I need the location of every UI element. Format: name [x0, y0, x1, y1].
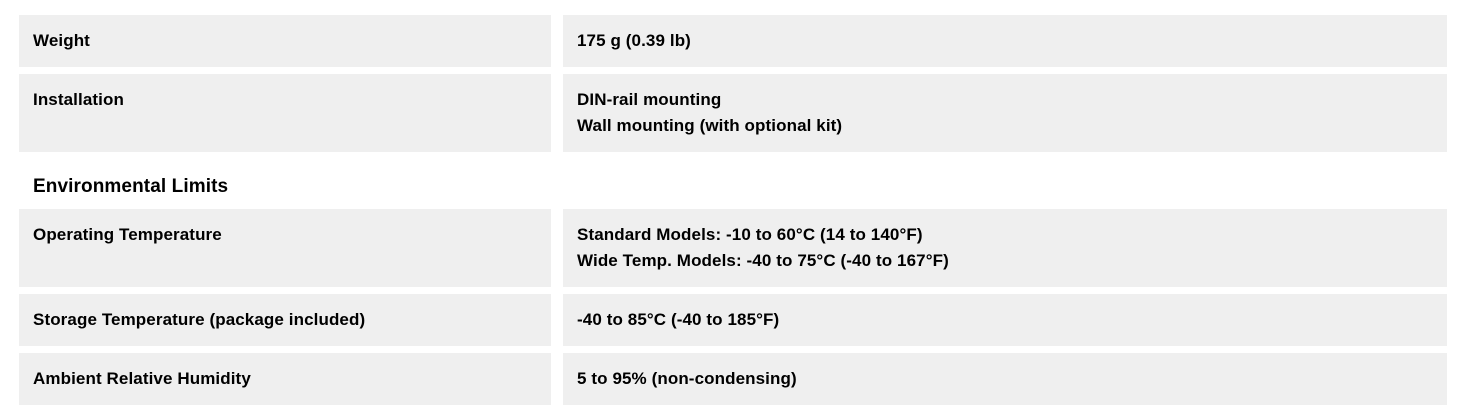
- spec-label-operating-temperature: Operating Temperature: [19, 209, 551, 287]
- table-row: Installation DIN-rail mounting Wall moun…: [19, 74, 1447, 152]
- spec-value-text: Wide Temp. Models: -40 to 75°C (-40 to 1…: [577, 251, 949, 270]
- spec-value-text: DIN-rail mounting: [577, 90, 722, 109]
- spec-value-text: Standard Models: -10 to 60°C (14 to 140°…: [577, 225, 923, 244]
- spec-label-text: Storage Temperature (package included): [33, 310, 366, 329]
- spec-value-storage-temperature: -40 to 85°C (-40 to 185°F): [563, 294, 1447, 346]
- spec-section-physical: Weight 175 g (0.39 lb) Installation DIN-…: [19, 15, 1447, 152]
- table-row: Ambient Relative Humidity 5 to 95% (non-…: [19, 353, 1447, 405]
- spec-value-text: Wall mounting (with optional kit): [577, 116, 843, 135]
- spec-label-storage-temperature: Storage Temperature (package included): [19, 294, 551, 346]
- spec-value-installation: DIN-rail mounting Wall mounting (with op…: [563, 74, 1447, 152]
- spec-value-operating-temperature: Standard Models: -10 to 60°C (14 to 140°…: [563, 209, 1447, 287]
- spec-section-environmental: Operating Temperature Standard Models: -…: [19, 209, 1447, 405]
- spec-label-text: Operating Temperature: [33, 225, 222, 244]
- table-row: Operating Temperature Standard Models: -…: [19, 209, 1447, 287]
- section-title-environmental-limits: Environmental Limits: [33, 176, 229, 197]
- spec-label-text: Ambient Relative Humidity: [33, 369, 251, 388]
- table-row: Storage Temperature (package included) -…: [19, 294, 1447, 346]
- spec-value-text: -40 to 85°C (-40 to 185°F): [577, 310, 780, 329]
- spec-label-text: Installation: [33, 90, 124, 109]
- spec-sheet: Weight 175 g (0.39 lb) Installation DIN-…: [19, 15, 1447, 405]
- spec-label-installation: Installation: [19, 74, 551, 152]
- table-row: Weight 175 g (0.39 lb): [19, 15, 1447, 67]
- spec-value-text: 5 to 95% (non-condensing): [577, 369, 797, 388]
- spec-label-weight: Weight: [19, 15, 551, 67]
- spec-value-text: 175 g (0.39 lb): [577, 31, 691, 50]
- spec-value-ambient-relative-humidity: 5 to 95% (non-condensing): [563, 353, 1447, 405]
- spec-label-text: Weight: [33, 31, 90, 50]
- spec-label-ambient-relative-humidity: Ambient Relative Humidity: [19, 353, 551, 405]
- spec-value-weight: 175 g (0.39 lb): [563, 15, 1447, 67]
